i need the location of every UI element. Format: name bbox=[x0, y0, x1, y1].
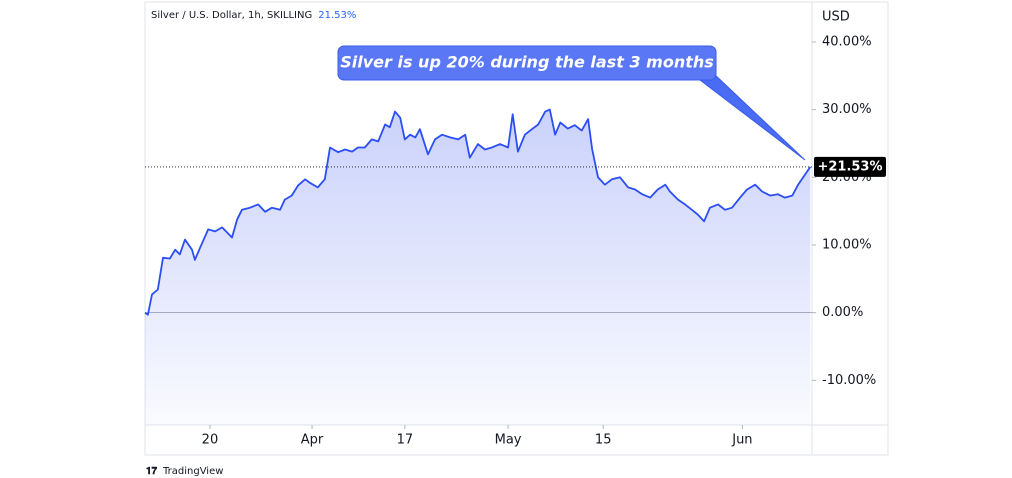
last-value-box bbox=[814, 156, 886, 177]
price-line bbox=[144, 108, 812, 316]
callout: Silver is up 20% during the last 3 month… bbox=[337, 45, 806, 161]
x-tick-label: 15 bbox=[595, 433, 612, 448]
last-value-label: +21.53% bbox=[817, 159, 882, 174]
x-tick-label: May bbox=[495, 433, 522, 448]
change-label: 21.53% bbox=[318, 10, 356, 21]
source: TradingView bbox=[162, 466, 223, 477]
logo-icon: 𝟏𝟕 bbox=[146, 466, 158, 477]
logo: 𝟏𝟕 TradingView bbox=[146, 466, 223, 477]
y-tick-label: 10.00% bbox=[822, 237, 872, 252]
currency-label: USD bbox=[822, 10, 850, 25]
chart-title: Silver / U.S. Dollar, 1h, SKILLING bbox=[151, 10, 312, 21]
callout-box bbox=[337, 45, 717, 81]
area bbox=[145, 109, 811, 425]
x-tick-label: 20 bbox=[202, 433, 219, 448]
x-tick-label: Apr bbox=[301, 433, 324, 448]
plot-area bbox=[144, 108, 812, 425]
y-tick-label: 40.00% bbox=[822, 34, 872, 49]
x-tick-label: Jun bbox=[731, 433, 752, 448]
y-tick-label: 0.00% bbox=[822, 305, 863, 320]
y-tick-label: 30.00% bbox=[822, 102, 872, 117]
callout-text: Silver is up 20% during the last 3 month… bbox=[340, 53, 714, 72]
y-tick-label: -10.00% bbox=[822, 373, 876, 388]
x-tick-label: 17 bbox=[397, 433, 414, 448]
